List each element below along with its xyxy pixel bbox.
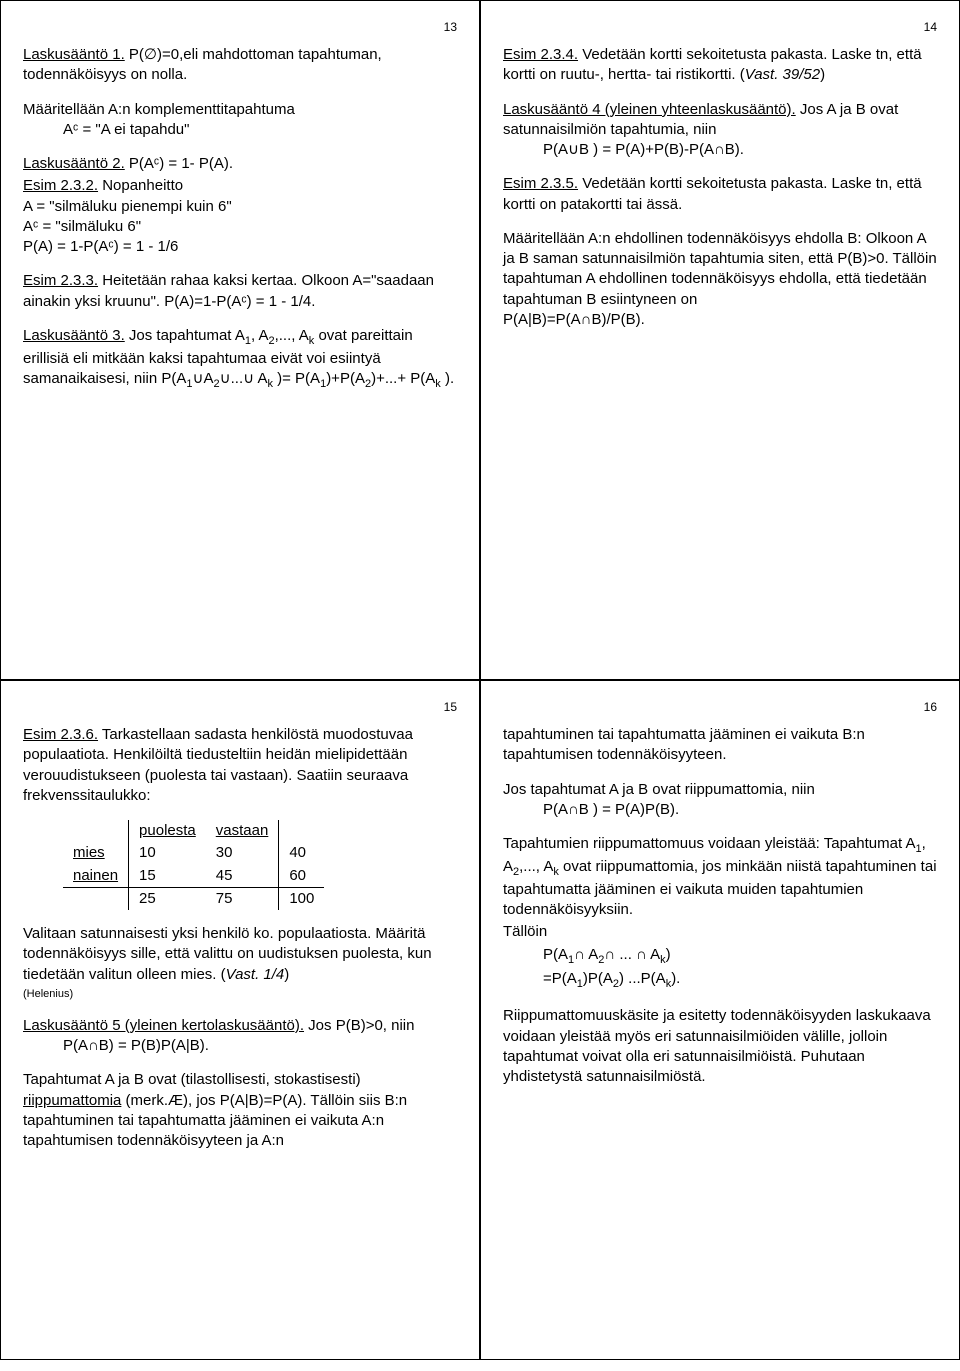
para: Laskusääntö 3. Jos tapahtumat A1, A2,...… bbox=[23, 326, 457, 392]
text: )= P(A bbox=[273, 370, 320, 387]
para: Esim 2.3.4. Vedetään kortti sekoitetusta… bbox=[503, 45, 937, 86]
text: P(Aᶜ) = 1- P(A). bbox=[125, 155, 233, 172]
cell: 40 bbox=[279, 842, 325, 864]
example-title: Esim 2.3.4. bbox=[503, 46, 578, 63]
table-row: nainen 15 45 60 bbox=[63, 865, 324, 888]
example-title: Esim 2.3.5. bbox=[503, 175, 578, 192]
text: A = "silmäluku pienempi kuin 6" bbox=[23, 198, 232, 215]
text: Aᶜ = "A ei tapahdu" bbox=[63, 120, 189, 140]
formula: P(A∩B) = P(B)P(A|B). bbox=[63, 1036, 209, 1056]
cell: 45 bbox=[206, 865, 279, 888]
para: Tapahtumien riippumattomuus voidaan ylei… bbox=[503, 834, 937, 920]
page-number: 13 bbox=[23, 19, 457, 35]
text: )+P(A bbox=[326, 370, 365, 387]
para: Tapahtumat A ja B ovat (tilastollisesti,… bbox=[23, 1070, 457, 1151]
example-title: Esim 2.3.6. bbox=[23, 726, 98, 743]
cell: 60 bbox=[279, 865, 325, 888]
formula: P(A|B)=P(A∩B)/P(B). bbox=[503, 311, 645, 328]
term: riippumattomia bbox=[23, 1092, 121, 1109]
answer: Vast. 39/52 bbox=[745, 66, 820, 83]
text: Jos tapahtumat A bbox=[125, 327, 245, 344]
text: Jos tapahtumat A ja B ovat riippumattomi… bbox=[503, 781, 815, 798]
para: Määritellään A:n ehdollinen todennäköisy… bbox=[503, 229, 937, 330]
table-row: 25 75 100 bbox=[63, 887, 324, 910]
formula: P(A∩B ) = P(A)P(B). bbox=[543, 800, 679, 820]
para: Esim 2.3.3. Heitetään rahaa kaksi kertaa… bbox=[23, 271, 457, 312]
formula: P(A∪B ) = P(A)+P(B)-P(A∩B). bbox=[543, 140, 744, 160]
text: Määritellään A:n komplementtitapahtuma bbox=[23, 101, 295, 118]
page-number: 15 bbox=[23, 699, 457, 715]
text: ,..., A bbox=[275, 327, 309, 344]
panel-15: 15 Esim 2.3.6. Tarkastellaan sadasta hen… bbox=[0, 680, 480, 1360]
text: Aᶜ = "silmäluku 6" bbox=[23, 218, 141, 235]
page-number: 16 bbox=[503, 699, 937, 715]
text: Nopanheitto bbox=[98, 177, 183, 194]
para: Laskusääntö 1. P(∅)=0,eli mahdottoman ta… bbox=[23, 45, 457, 86]
rule-title: Laskusääntö 5 (yleinen kertolaskusääntö)… bbox=[23, 1017, 304, 1034]
para: Riippumattomuuskäsite ja esitetty todenn… bbox=[503, 1006, 937, 1087]
text: ovat riippumattomia, jos minkään niistä … bbox=[503, 858, 937, 918]
para: Jos tapahtumat A ja B ovat riippumattomi… bbox=[503, 780, 937, 821]
answer: Vast. 1/4 bbox=[226, 966, 285, 983]
para: Laskusääntö 5 (yleinen kertolaskusääntö)… bbox=[23, 1016, 457, 1057]
text: ) bbox=[820, 66, 825, 83]
text: )+...+ P(A bbox=[371, 370, 435, 387]
text: Tapahtumat A ja B ovat (tilastollisesti,… bbox=[23, 1071, 361, 1088]
para: Valitaan satunnaisesti yksi henkilö ko. … bbox=[23, 924, 457, 985]
text: ) bbox=[284, 966, 289, 983]
text: ∪...∪ A bbox=[220, 370, 268, 387]
cell: 75 bbox=[206, 887, 279, 910]
text: P(A) = 1-P(Aᶜ) = 1 - 1/6 bbox=[23, 238, 178, 255]
rule-title: Laskusääntö 4 (yleinen yhteenlaskusääntö… bbox=[503, 101, 796, 118]
citation: (Helenius) bbox=[23, 987, 457, 1002]
para: Laskusääntö 4 (yleinen yhteenlaskusääntö… bbox=[503, 100, 937, 161]
panel-13: 13 Laskusääntö 1. P(∅)=0,eli mahdottoman… bbox=[0, 0, 480, 680]
para: Esim 2.3.6. Tarkastellaan sadasta henkil… bbox=[23, 725, 457, 806]
text: ,..., A bbox=[519, 858, 553, 875]
formula: P(A1∩ A2∩ ... ∩ Ak) bbox=[543, 945, 671, 968]
example-title: Esim 2.3.3. bbox=[23, 272, 98, 289]
frequency-table: puolesta vastaan mies 10 30 40 nainen 15… bbox=[63, 820, 324, 910]
row-label: nainen bbox=[63, 865, 129, 888]
para: Esim 2.3.5. Vedetään kortti sekoitetusta… bbox=[503, 174, 937, 215]
text: Määritellään A:n ehdollinen todennäköisy… bbox=[503, 230, 937, 308]
cell: 30 bbox=[206, 842, 279, 864]
para: Määritellään A:n komplementtitapahtuma A… bbox=[23, 100, 457, 141]
para: Tällöin bbox=[503, 922, 937, 942]
page-number: 14 bbox=[503, 19, 937, 35]
page-grid: 13 Laskusääntö 1. P(∅)=0,eli mahdottoman… bbox=[0, 0, 960, 1360]
para: Laskusääntö 2. P(Aᶜ) = 1- P(A). bbox=[23, 154, 457, 174]
rule-title: Laskusääntö 2. bbox=[23, 155, 125, 172]
example-title: Esim 2.3.2. bbox=[23, 177, 98, 194]
para: tapahtuminen tai tapahtumatta jääminen e… bbox=[503, 725, 937, 766]
text: ). bbox=[441, 370, 454, 387]
cell: 25 bbox=[129, 887, 206, 910]
col-header: puolesta bbox=[129, 820, 206, 842]
cell: 10 bbox=[129, 842, 206, 864]
cell: 100 bbox=[279, 887, 325, 910]
para: =P(A1)P(A2) ...P(Ak). bbox=[503, 969, 937, 992]
para: Esim 2.3.2. Nopanheitto A = "silmäluku p… bbox=[23, 176, 457, 257]
para: P(A1∩ A2∩ ... ∩ Ak) bbox=[503, 945, 937, 968]
formula: =P(A1)P(A2) ...P(Ak). bbox=[543, 969, 680, 992]
text: ∪A bbox=[193, 370, 214, 387]
panel-14: 14 Esim 2.3.4. Vedetään kortti sekoitetu… bbox=[480, 0, 960, 680]
cell: 15 bbox=[129, 865, 206, 888]
text: Tapahtumien riippumattomuus voidaan ylei… bbox=[503, 835, 915, 852]
table-row: mies 10 30 40 bbox=[63, 842, 324, 864]
table-header-row: puolesta vastaan bbox=[63, 820, 324, 842]
rule-title: Laskusääntö 3. bbox=[23, 327, 125, 344]
text: , A bbox=[251, 327, 269, 344]
col-header: vastaan bbox=[206, 820, 279, 842]
rule-title: Laskusääntö 1. bbox=[23, 46, 125, 63]
row-label bbox=[63, 887, 129, 910]
text: Jos P(B)>0, niin bbox=[304, 1017, 414, 1034]
panel-16: 16 tapahtuminen tai tapahtumatta jäämine… bbox=[480, 680, 960, 1360]
row-label: mies bbox=[63, 842, 129, 864]
